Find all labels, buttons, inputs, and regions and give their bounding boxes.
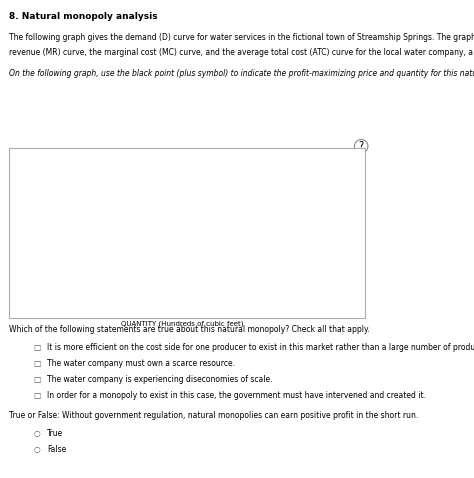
Text: ○: ○: [33, 429, 40, 438]
Text: On the following graph, use the black point (plus symbol) to indicate the profit: On the following graph, use the black po…: [9, 69, 474, 78]
Text: D: D: [302, 301, 307, 307]
Text: Monopoly Outcome: Monopoly Outcome: [296, 172, 364, 178]
Text: The water company is experiencing diseconomies of scale.: The water company is experiencing diseco…: [47, 375, 273, 384]
Text: revenue (MR) curve, the marginal cost (MC) curve, and the average total cost (AT: revenue (MR) curve, the marginal cost (M…: [9, 48, 474, 57]
X-axis label: QUANTITY (Hundreds of cubic feet): QUANTITY (Hundreds of cubic feet): [121, 320, 244, 327]
Text: □: □: [33, 375, 40, 384]
Text: ATC: ATC: [249, 259, 262, 265]
Text: MR: MR: [153, 301, 164, 307]
Text: True or False: Without government regulation, natural monopolies can earn positi: True or False: Without government regula…: [9, 411, 419, 420]
Text: Which of the following statements are true about this natural monopoly? Check al: Which of the following statements are tr…: [9, 325, 370, 334]
Text: It is more efficient on the cost side for one producer to exist in this market r: It is more efficient on the cost side fo…: [47, 343, 474, 352]
Text: □: □: [33, 343, 40, 352]
Y-axis label: PRICE (Dollars per hundred cubic feet): PRICE (Dollars per hundred cubic feet): [28, 166, 35, 300]
Text: ○: ○: [33, 445, 40, 454]
Text: +: +: [284, 157, 294, 170]
Text: □: □: [33, 391, 40, 400]
Text: True: True: [47, 429, 64, 438]
Text: False: False: [47, 445, 67, 454]
Text: 8. Natural monopoly analysis: 8. Natural monopoly analysis: [9, 12, 158, 21]
Text: The following graph gives the demand (D) curve for water services in the fiction: The following graph gives the demand (D)…: [9, 33, 474, 43]
Text: □: □: [33, 359, 40, 368]
Text: In order for a monopoly to exist in this case, the government must have interven: In order for a monopoly to exist in this…: [47, 391, 427, 400]
Text: The water company must own a scarce resource.: The water company must own a scarce reso…: [47, 359, 236, 368]
Text: ?: ?: [359, 141, 364, 151]
Text: MC: MC: [249, 271, 260, 277]
